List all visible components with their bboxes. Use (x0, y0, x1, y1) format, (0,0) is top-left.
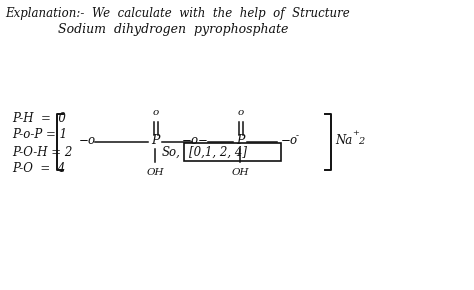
Text: Na: Na (335, 133, 352, 146)
Text: OH: OH (146, 168, 164, 177)
Text: $-$o$-$: $-$o$-$ (181, 135, 209, 148)
Text: +: + (352, 129, 359, 137)
Text: -: - (296, 131, 299, 140)
Text: OH: OH (231, 168, 249, 177)
Text: 2: 2 (358, 137, 364, 146)
Text: P: P (236, 135, 244, 148)
Text: $-$o: $-$o (78, 135, 96, 148)
Text: [0,1, 2, 4]: [0,1, 2, 4] (189, 146, 247, 159)
Text: Sodium  dihydrogen  pyrophosphate: Sodium dihydrogen pyrophosphate (58, 23, 288, 37)
Text: P-H  =  0: P-H = 0 (12, 111, 66, 124)
Text: P-O-H = 2: P-O-H = 2 (12, 146, 73, 159)
Text: P-o-P = 1: P-o-P = 1 (12, 128, 67, 142)
Text: P: P (151, 135, 159, 148)
Text: o: o (153, 108, 159, 117)
Text: $-$o: $-$o (280, 135, 299, 148)
Text: We  calculate  with  the  help  of  Structure: We calculate with the help of Structure (92, 6, 350, 19)
Text: So,: So, (162, 146, 181, 159)
Text: P-O  =  4: P-O = 4 (12, 162, 65, 175)
Text: Explanation:-: Explanation:- (5, 6, 84, 19)
Text: o: o (238, 108, 244, 117)
